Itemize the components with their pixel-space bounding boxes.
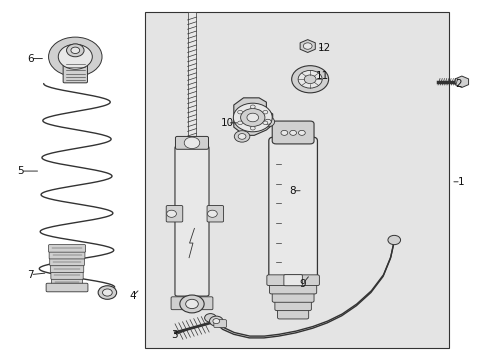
Circle shape: [66, 44, 84, 57]
FancyBboxPatch shape: [171, 297, 185, 310]
Text: 6: 6: [27, 54, 34, 64]
FancyBboxPatch shape: [50, 258, 84, 266]
FancyBboxPatch shape: [63, 60, 87, 83]
Circle shape: [238, 134, 245, 139]
FancyBboxPatch shape: [51, 272, 83, 279]
FancyBboxPatch shape: [206, 206, 223, 222]
Circle shape: [58, 44, 92, 69]
Circle shape: [291, 66, 328, 93]
FancyBboxPatch shape: [166, 206, 183, 222]
Polygon shape: [300, 40, 315, 53]
Bar: [144, 12, 448, 348]
Circle shape: [166, 210, 176, 217]
Circle shape: [207, 210, 217, 217]
Circle shape: [204, 314, 216, 322]
Circle shape: [246, 113, 258, 122]
Text: 2: 2: [454, 78, 461, 89]
FancyBboxPatch shape: [46, 283, 88, 292]
Text: 4: 4: [129, 291, 136, 301]
Polygon shape: [454, 76, 468, 87]
FancyBboxPatch shape: [51, 279, 82, 286]
Circle shape: [240, 109, 264, 126]
Bar: [187, 12, 196, 139]
FancyBboxPatch shape: [213, 320, 226, 328]
Circle shape: [180, 295, 203, 313]
Circle shape: [209, 316, 223, 326]
Circle shape: [298, 130, 305, 135]
Text: 12: 12: [318, 43, 331, 53]
FancyBboxPatch shape: [50, 265, 83, 273]
Text: 10: 10: [221, 118, 234, 128]
Circle shape: [185, 299, 198, 309]
Circle shape: [184, 137, 200, 149]
Circle shape: [304, 75, 315, 84]
FancyBboxPatch shape: [269, 283, 316, 294]
FancyBboxPatch shape: [284, 275, 302, 286]
Text: 1: 1: [457, 177, 463, 187]
FancyBboxPatch shape: [272, 292, 313, 302]
Text: 9: 9: [299, 279, 305, 289]
Text: 11: 11: [315, 71, 328, 81]
Circle shape: [102, 289, 112, 296]
Circle shape: [264, 119, 271, 124]
Circle shape: [303, 43, 311, 49]
Text: 7: 7: [27, 270, 34, 280]
Circle shape: [212, 319, 219, 324]
Circle shape: [234, 131, 249, 142]
FancyBboxPatch shape: [274, 300, 311, 311]
Circle shape: [250, 126, 255, 130]
FancyBboxPatch shape: [277, 308, 308, 319]
FancyBboxPatch shape: [49, 251, 85, 259]
Circle shape: [387, 235, 400, 245]
Circle shape: [289, 130, 296, 135]
Circle shape: [237, 121, 242, 125]
Wedge shape: [48, 37, 102, 76]
FancyBboxPatch shape: [48, 245, 85, 252]
FancyBboxPatch shape: [175, 146, 208, 296]
FancyBboxPatch shape: [268, 137, 317, 280]
Text: 3: 3: [170, 330, 177, 341]
Circle shape: [98, 286, 116, 299]
Circle shape: [71, 47, 80, 54]
Text: 5: 5: [18, 166, 24, 176]
Circle shape: [233, 103, 272, 132]
Polygon shape: [233, 98, 272, 135]
FancyBboxPatch shape: [266, 275, 319, 285]
Circle shape: [263, 111, 267, 114]
Circle shape: [263, 121, 267, 125]
Circle shape: [237, 111, 242, 114]
FancyBboxPatch shape: [198, 297, 212, 310]
Circle shape: [261, 117, 274, 127]
Circle shape: [281, 130, 287, 135]
Text: 8: 8: [288, 186, 295, 196]
FancyBboxPatch shape: [272, 121, 313, 144]
Circle shape: [298, 71, 322, 88]
Circle shape: [250, 105, 255, 109]
FancyBboxPatch shape: [175, 136, 208, 149]
